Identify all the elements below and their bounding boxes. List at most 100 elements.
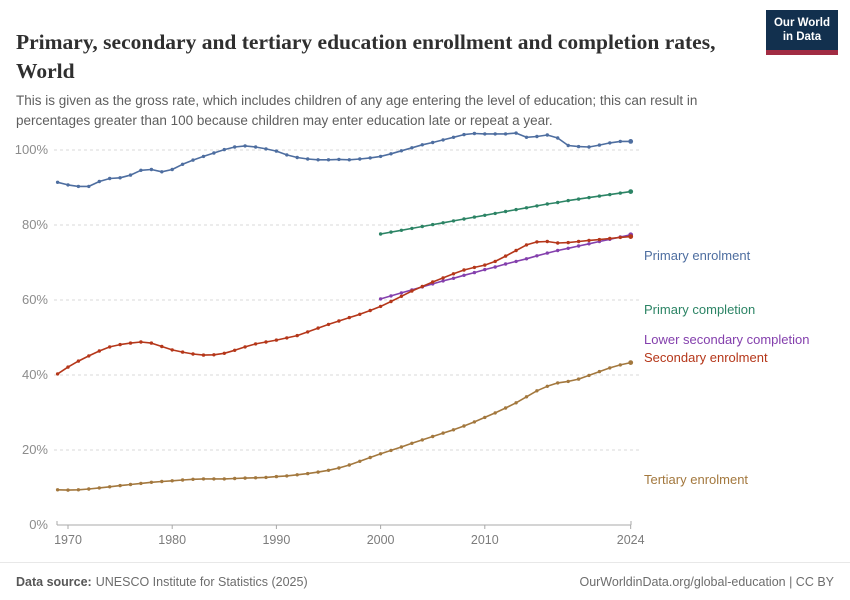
data-point: [170, 348, 174, 352]
data-point: [264, 340, 268, 344]
data-point: [524, 257, 529, 261]
series-line: [57, 235, 631, 375]
data-point: [66, 183, 70, 187]
data-point: [493, 132, 497, 136]
data-point: [608, 236, 612, 241]
data-point: [170, 479, 174, 483]
data-point: [378, 154, 383, 159]
data-point: [160, 479, 164, 484]
data-point: [462, 273, 466, 277]
data-point: [274, 474, 279, 479]
owid-logo[interactable]: Our World in Data: [765, 10, 838, 55]
data-point: [524, 206, 529, 210]
data-point: [316, 326, 320, 330]
data-point: [326, 158, 331, 162]
data-point: [597, 237, 602, 242]
series-label-primary-enrolment[interactable]: Primary enrolment: [644, 248, 751, 263]
data-point: [233, 145, 237, 149]
x-axis: 1970 1980 1990 2000 2010 2024: [54, 521, 645, 547]
data-point: [326, 322, 331, 327]
data-point: [587, 242, 591, 246]
series-label-tertiary-enrolment[interactable]: Tertiary enrolment: [644, 472, 749, 487]
gridlines: 0% 20% 40% 60% 80% 100%: [15, 142, 642, 532]
data-point: [87, 354, 91, 358]
data-point: [597, 369, 602, 374]
y-tick-label: 0%: [29, 517, 48, 532]
data-point: [472, 265, 477, 270]
data-point: [55, 372, 60, 376]
y-tick-label: 60%: [22, 292, 48, 307]
data-point: [545, 239, 549, 244]
x-tick-label: 1970: [54, 533, 82, 547]
data-point: [180, 478, 185, 482]
series-primary-completion: [378, 189, 634, 236]
data-point: [628, 189, 634, 194]
data-point: [55, 180, 60, 184]
data-point: [628, 360, 634, 365]
chart-footer: Data source: UNESCO Institute for Statist…: [0, 562, 850, 600]
data-point: [628, 139, 634, 144]
data-point: [97, 179, 102, 184]
data-point: [399, 149, 404, 153]
data-point: [87, 184, 91, 189]
series-tertiary-enrolment: [55, 360, 634, 492]
data-point: [503, 406, 508, 410]
line-chart-canvas: 0% 20% 40% 60% 80% 100% 1970 1980 1990 2000 2010 20…: [15, 131, 645, 547]
data-point: [410, 441, 414, 445]
data-point: [431, 222, 435, 227]
data-point: [618, 235, 622, 240]
data-point: [441, 221, 445, 225]
data-point: [399, 228, 404, 232]
data-point: [420, 438, 424, 442]
data-point: [524, 135, 529, 139]
series-label-primary-completion[interactable]: Primary completion: [644, 302, 756, 317]
page-title: Primary, secondary and tertiary educatio…: [16, 30, 716, 83]
data-point: [441, 279, 445, 283]
data-point: [316, 158, 320, 162]
data-point: [306, 330, 310, 334]
data-point: [566, 143, 570, 148]
data-point: [139, 340, 143, 344]
data-point: [514, 401, 518, 405]
series-label-secondary-enrolment[interactable]: Secondary enrolment: [644, 350, 768, 365]
data-point: [285, 474, 289, 478]
data-point: [233, 348, 237, 352]
data-point: [337, 157, 341, 162]
series-line: [57, 361, 631, 491]
data-point: [368, 455, 372, 460]
series-secondary-enrolment: [55, 234, 634, 376]
data-point: [462, 268, 466, 272]
x-tick-label: 2024: [617, 533, 645, 547]
data-point: [566, 379, 570, 384]
data-point: [545, 133, 549, 137]
data-point: [358, 459, 362, 463]
data-point: [243, 345, 247, 349]
data-point: [368, 308, 372, 313]
data-point: [347, 158, 351, 162]
y-tick-label: 100%: [15, 142, 49, 157]
data-point: [191, 477, 195, 481]
data-point: [431, 140, 435, 145]
data-point: [451, 272, 456, 276]
data-point: [66, 365, 70, 369]
data-point: [212, 477, 216, 481]
series-label-lower-secondary-completion[interactable]: Lower secondary completion: [644, 332, 810, 347]
data-point: [149, 480, 154, 484]
data-point: [191, 158, 195, 162]
owid-credit-link[interactable]: OurWorldinData.org/global-education | CC…: [579, 575, 834, 589]
data-point: [233, 476, 237, 481]
data-point: [139, 481, 143, 486]
y-tick-label: 40%: [22, 367, 48, 382]
line-chart: 0% 20% 40% 60% 80% 100% 1970 1980 1990 2000 2010 20…: [0, 118, 850, 560]
data-point: [149, 167, 154, 172]
data-point: [472, 215, 477, 219]
data-point: [378, 304, 383, 309]
data-point: [535, 204, 539, 208]
data-point: [306, 157, 310, 161]
data-point: [212, 151, 216, 155]
data-point: [368, 156, 372, 160]
data-point: [128, 341, 133, 345]
data-point: [410, 146, 414, 150]
data-point: [337, 466, 341, 470]
data-point: [483, 213, 487, 217]
